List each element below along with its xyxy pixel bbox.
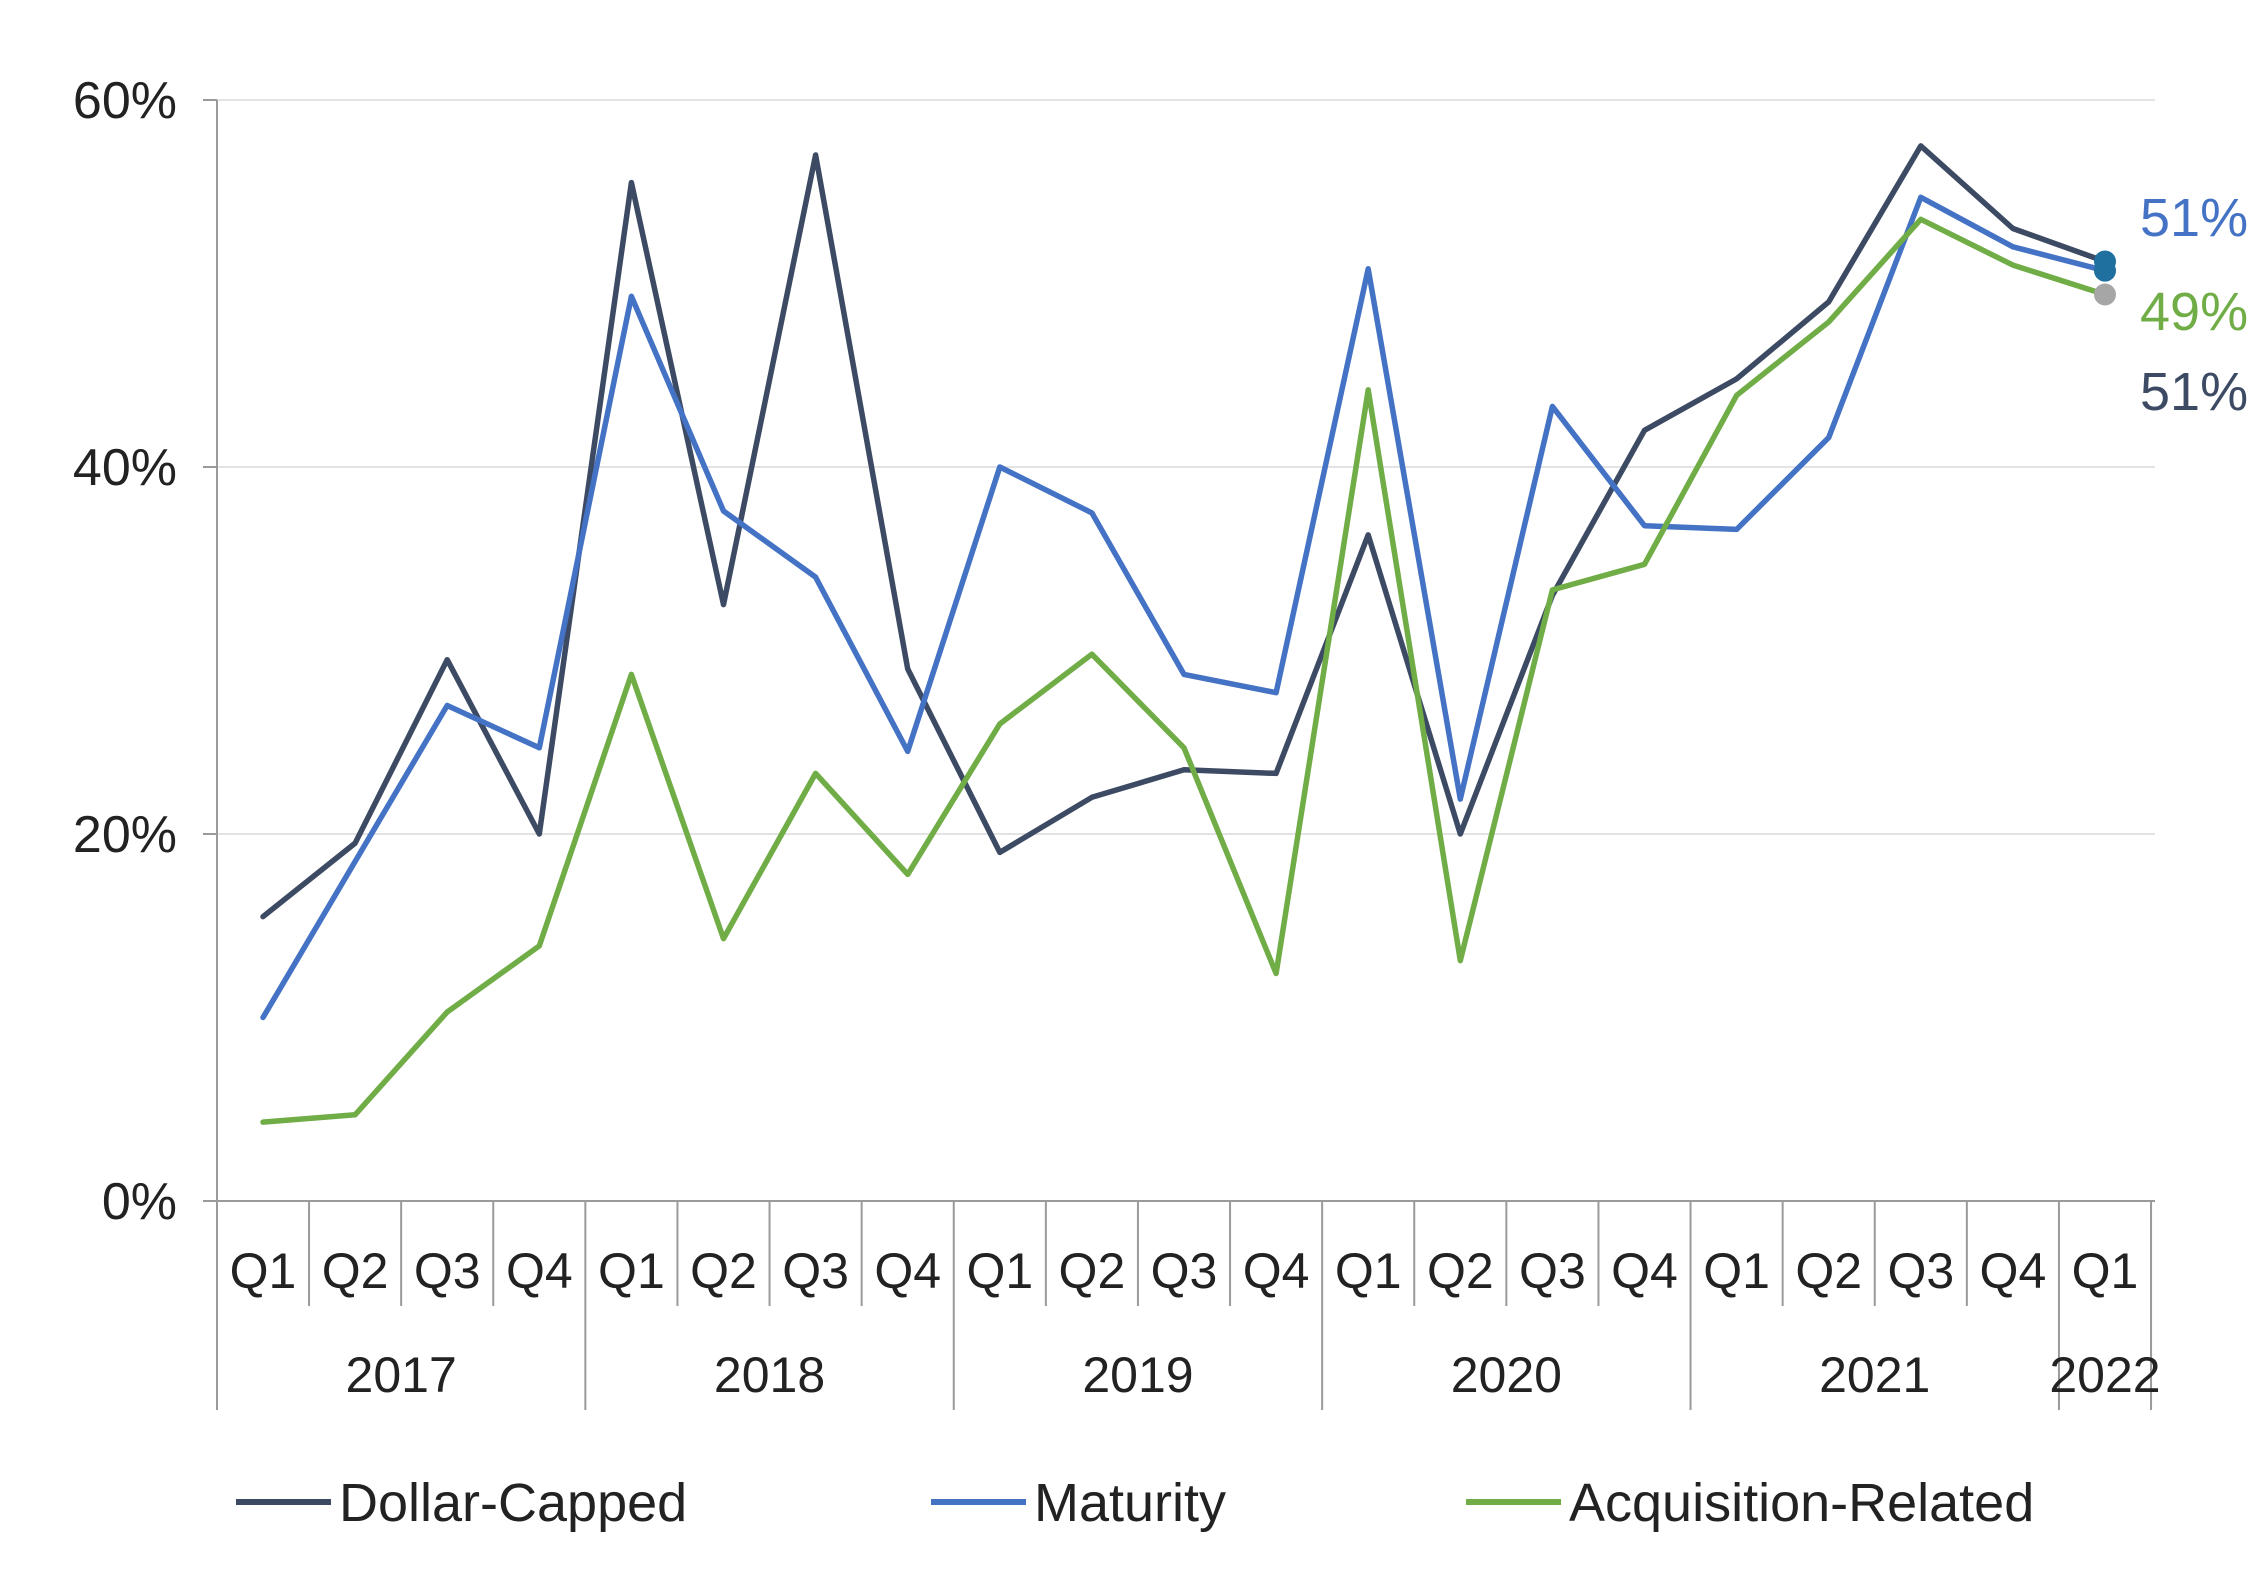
end-marker-acquisition-related xyxy=(2094,283,2116,306)
x-tick-label: Q2 xyxy=(322,1243,389,1299)
x-tick-label: Q4 xyxy=(1611,1243,1678,1299)
y-tick-label: 20% xyxy=(73,806,177,864)
end-marker-maturity xyxy=(2094,259,2116,282)
x-tick-label: Q1 xyxy=(598,1243,665,1299)
x-tick-label: Q3 xyxy=(1151,1243,1218,1299)
series-line-dollar-capped xyxy=(260,143,2108,920)
x-tick-label: Q3 xyxy=(1519,1243,1586,1299)
x-tick-label: Q1 xyxy=(1335,1243,1402,1299)
x-tick-label: Q3 xyxy=(414,1243,481,1299)
x-tick-label: Q1 xyxy=(966,1243,1033,1299)
x-tick-label: Q1 xyxy=(1703,1243,1770,1299)
end-label-acquisition-related: 49% xyxy=(2140,282,2248,342)
x-tick-label: Q3 xyxy=(782,1243,849,1299)
x-group-label: 2018 xyxy=(714,1347,825,1403)
x-tick-label: Q4 xyxy=(1980,1243,2047,1299)
series-line-acquisition-related xyxy=(260,216,2108,1125)
x-tick-label: Q2 xyxy=(1427,1243,1494,1299)
x-tick-label: Q2 xyxy=(690,1243,757,1299)
y-tick-label: 60% xyxy=(73,72,177,130)
end-label-dollar-capped: 51% xyxy=(2140,362,2248,422)
x-tick-label: Q4 xyxy=(506,1243,573,1299)
x-tick-label: Q4 xyxy=(874,1243,941,1299)
x-group-label: 2022 xyxy=(2049,1347,2160,1403)
x-group-label: 2020 xyxy=(1451,1347,1562,1403)
y-tick-label: 40% xyxy=(73,439,177,497)
x-tick-label: Q2 xyxy=(1059,1243,1126,1299)
y-tick-label: 0% xyxy=(102,1173,177,1231)
x-tick-label: Q1 xyxy=(230,1243,297,1299)
x-tick-label: Q1 xyxy=(2072,1243,2139,1299)
end-label-maturity: 51% xyxy=(2140,188,2248,248)
x-tick-label: Q4 xyxy=(1243,1243,1310,1299)
x-group-label: 2019 xyxy=(1082,1347,1193,1403)
x-tick-label: Q3 xyxy=(1887,1243,1954,1299)
x-group-label: 2017 xyxy=(346,1347,457,1403)
legend-label: Acquisition-Related xyxy=(1569,1473,2034,1533)
x-group-label: 2021 xyxy=(1819,1347,1930,1403)
legend-label: Dollar-Capped xyxy=(339,1473,687,1533)
x-tick-label: Q2 xyxy=(1795,1243,1862,1299)
legend-label: Maturity xyxy=(1034,1473,1226,1533)
series-line-maturity xyxy=(260,194,2108,1021)
